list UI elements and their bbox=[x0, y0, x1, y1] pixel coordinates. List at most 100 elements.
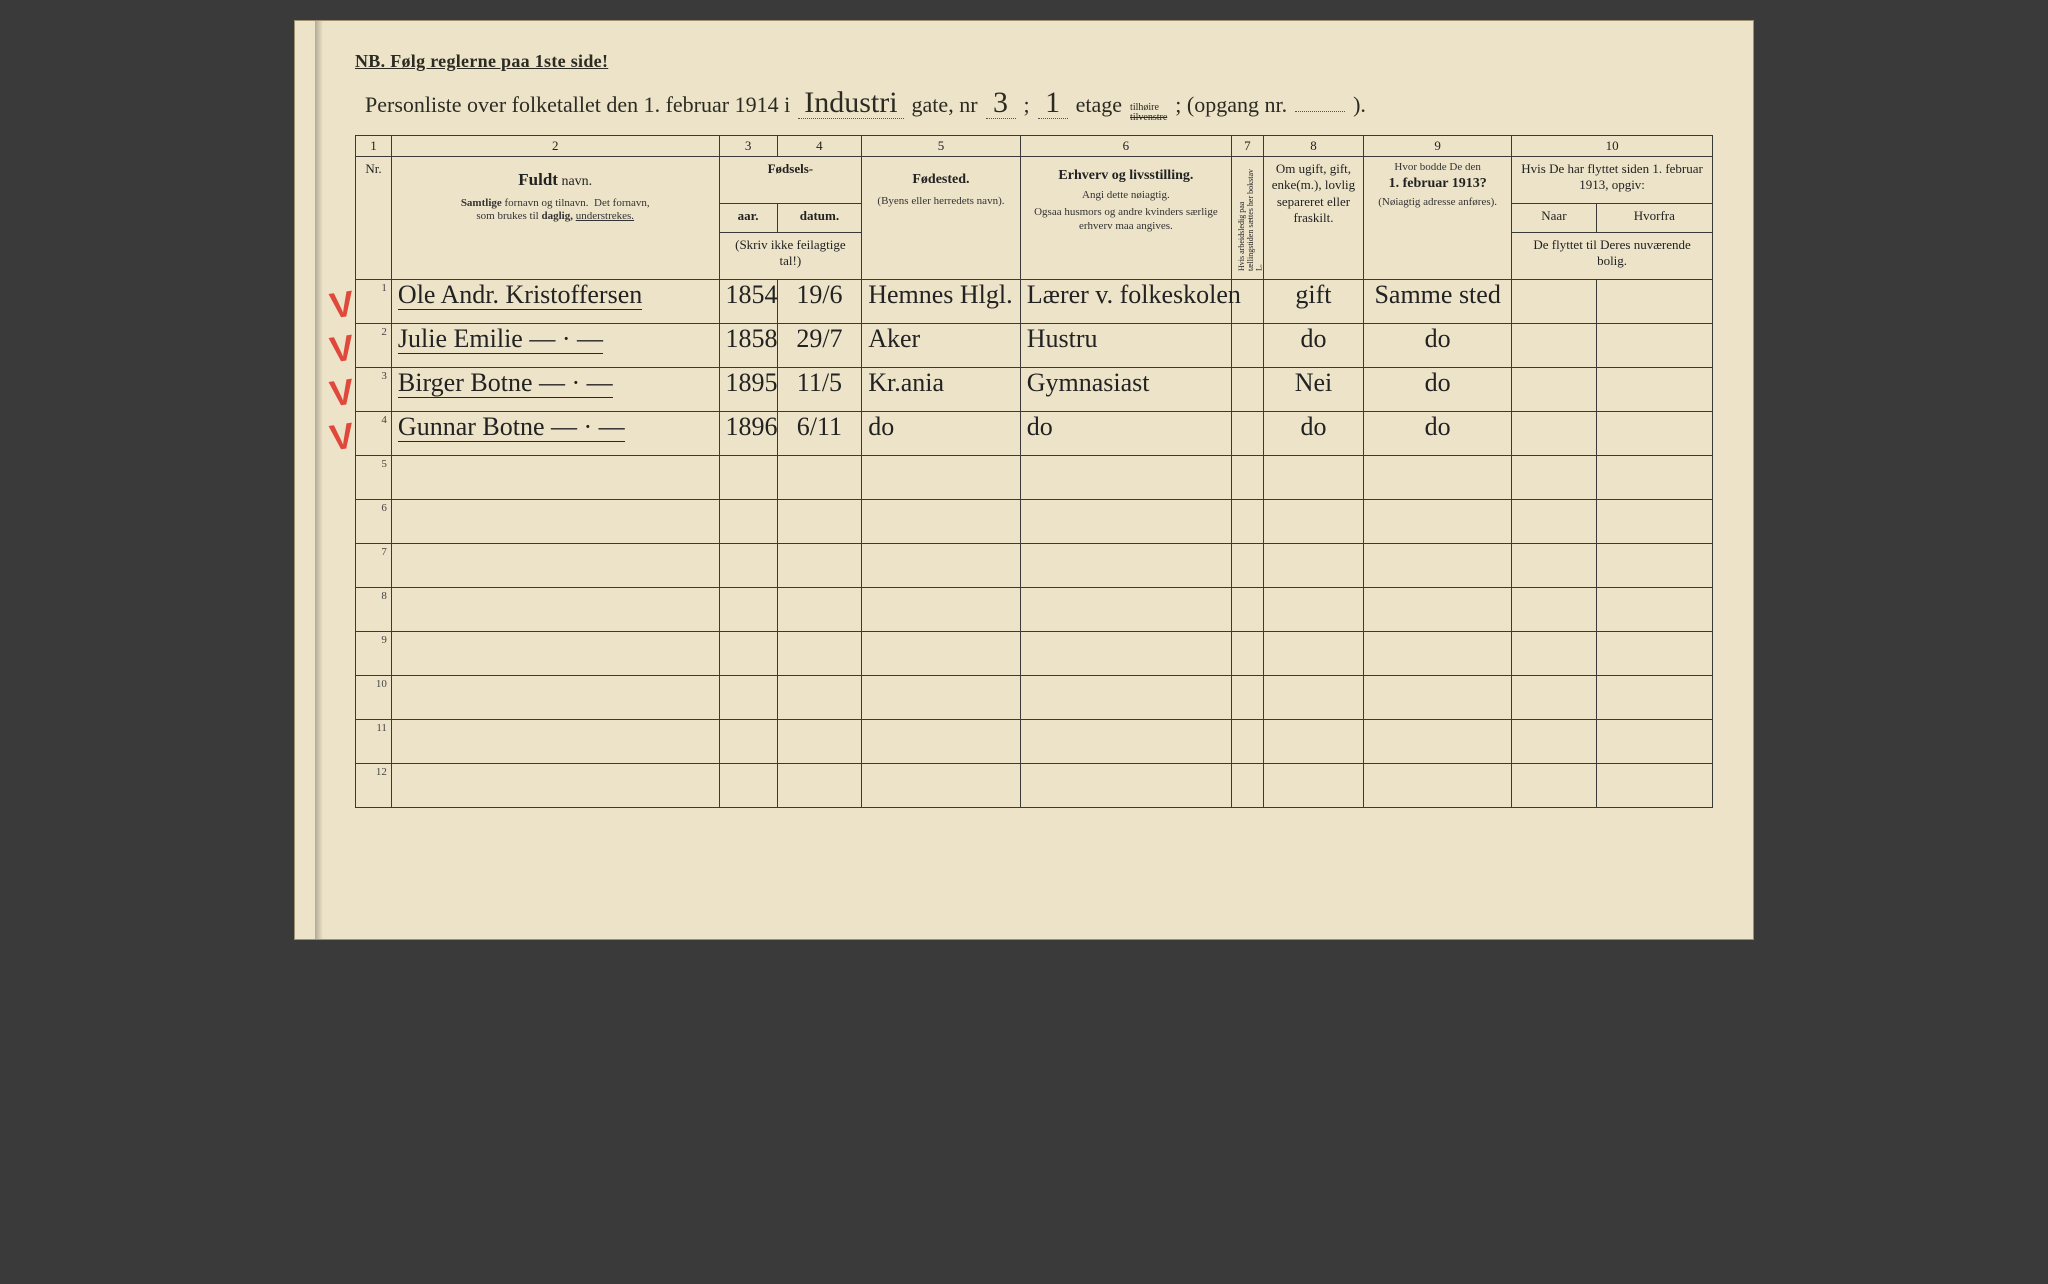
cell-moved-when bbox=[1512, 588, 1597, 632]
hdr-erhverv-sub2: Ogsaa husmors og andre kvinders særlige … bbox=[1027, 206, 1225, 234]
colnum: 4 bbox=[777, 136, 862, 157]
hdr-datum: datum. bbox=[777, 204, 862, 233]
table-row: 6 bbox=[356, 500, 1713, 544]
cell-unemployed bbox=[1232, 764, 1264, 808]
cell-occupation: Hustru bbox=[1020, 324, 1231, 368]
cell-year: 1895 bbox=[719, 368, 777, 412]
cell-date bbox=[777, 456, 862, 500]
cell-date: 11/5 bbox=[777, 368, 862, 412]
cell-name bbox=[391, 720, 719, 764]
cell-year bbox=[719, 500, 777, 544]
table-row: 5 bbox=[356, 456, 1713, 500]
cell-prev-addr: do bbox=[1364, 412, 1512, 456]
hdr-fodsels-sub: (Skriv ikke feilagtige tal!) bbox=[719, 232, 862, 279]
hdr-fodsels: Fødsels- bbox=[719, 157, 862, 204]
hdr-col10b: Hvorfra bbox=[1596, 204, 1712, 233]
cell-occupation bbox=[1020, 544, 1231, 588]
cell-year bbox=[719, 632, 777, 676]
cell-moved-when bbox=[1512, 764, 1597, 808]
cell-unemployed bbox=[1232, 500, 1264, 544]
colnum: 6 bbox=[1020, 136, 1231, 157]
etage-label: etage bbox=[1076, 92, 1122, 118]
hdr-col9a: Hvor bodde De den bbox=[1370, 161, 1505, 175]
table-body: 1VOle Andr. Kristoffersen185419/6Hemnes … bbox=[356, 280, 1713, 808]
colnum: 2 bbox=[391, 136, 719, 157]
colnum: 10 bbox=[1512, 136, 1713, 157]
cell-marital bbox=[1263, 676, 1363, 720]
cell-nr: 4V bbox=[356, 412, 392, 456]
table-row: 7 bbox=[356, 544, 1713, 588]
cell-place bbox=[862, 676, 1021, 720]
cell-occupation bbox=[1020, 588, 1231, 632]
hdr-col7-text: Hvis arbeidsledig paa tællingstiden sætt… bbox=[1238, 161, 1264, 271]
cell-nr: 10 bbox=[356, 676, 392, 720]
side-opt-left: tilvenstre bbox=[1130, 113, 1167, 123]
cell-marital bbox=[1263, 720, 1363, 764]
cell-name bbox=[391, 632, 719, 676]
cell-place bbox=[862, 632, 1021, 676]
cell-name bbox=[391, 588, 719, 632]
cell-year bbox=[719, 764, 777, 808]
cell-unemployed bbox=[1232, 544, 1264, 588]
title-line: Personliste over folketallet den 1. febr… bbox=[355, 88, 1713, 125]
cell-year bbox=[719, 456, 777, 500]
cell-prev-addr bbox=[1364, 544, 1512, 588]
cell-name bbox=[391, 764, 719, 808]
hdr-nr: Nr. bbox=[356, 157, 392, 280]
gate-label: gate, nr bbox=[912, 92, 978, 118]
table-head: 1 2 3 4 5 6 7 8 9 10 Nr. Fuldt navn. Sa bbox=[356, 136, 1713, 280]
cell-prev-addr bbox=[1364, 764, 1512, 808]
hdr-name-sub1: Samtlige fornavn og tilnavn. Det fornavn… bbox=[398, 197, 713, 211]
table-row: 1VOle Andr. Kristoffersen185419/6Hemnes … bbox=[356, 280, 1713, 324]
cell-place bbox=[862, 588, 1021, 632]
table-row: 2VJulie Emilie — · —185829/7AkerHustrudo… bbox=[356, 324, 1713, 368]
cell-date bbox=[777, 720, 862, 764]
cell-name bbox=[391, 500, 719, 544]
hdr-erhverv-main: Erhverv og livsstilling. bbox=[1027, 167, 1225, 185]
cell-nr: 12 bbox=[356, 764, 392, 808]
table-row: 11 bbox=[356, 720, 1713, 764]
column-number-row: 1 2 3 4 5 6 7 8 9 10 bbox=[356, 136, 1713, 157]
cell-nr: 2V bbox=[356, 324, 392, 368]
cell-name bbox=[391, 676, 719, 720]
cell-unemployed bbox=[1232, 368, 1264, 412]
cell-date bbox=[777, 676, 862, 720]
cell-moved-from bbox=[1596, 720, 1712, 764]
nb-instruction: NB. Følg reglerne paa 1ste side! bbox=[355, 51, 1713, 72]
table-row: 9 bbox=[356, 632, 1713, 676]
cell-unemployed bbox=[1232, 676, 1264, 720]
cell-moved-when bbox=[1512, 720, 1597, 764]
side-options: tilhøire tilvenstre bbox=[1130, 103, 1167, 123]
table-row: 12 bbox=[356, 764, 1713, 808]
hdr-col10a: Naar bbox=[1512, 204, 1597, 233]
cell-prev-addr bbox=[1364, 588, 1512, 632]
cell-date: 6/11 bbox=[777, 412, 862, 456]
cell-moved-when bbox=[1512, 280, 1597, 324]
cell-moved-when bbox=[1512, 456, 1597, 500]
cell-date bbox=[777, 632, 862, 676]
cell-unemployed bbox=[1232, 720, 1264, 764]
cell-unemployed bbox=[1232, 588, 1264, 632]
hdr-col9: Hvor bodde De den 1. februar 1913? (Nøia… bbox=[1364, 157, 1512, 280]
colnum: 1 bbox=[356, 136, 392, 157]
cell-name: Ole Andr. Kristoffersen bbox=[391, 280, 719, 324]
hdr-col9-sub: (Nøiagtig adresse anføres). bbox=[1370, 196, 1505, 210]
cell-moved-when bbox=[1512, 544, 1597, 588]
cell-place bbox=[862, 456, 1021, 500]
colnum: 9 bbox=[1364, 136, 1512, 157]
cell-moved-from bbox=[1596, 324, 1712, 368]
cell-occupation bbox=[1020, 676, 1231, 720]
hdr-erhverv: Erhverv og livsstilling. Angi dette nøia… bbox=[1020, 157, 1231, 280]
cell-occupation bbox=[1020, 456, 1231, 500]
table-row: 3VBirger Botne — · —189511/5Kr.aniaGymna… bbox=[356, 368, 1713, 412]
cell-nr: 5 bbox=[356, 456, 392, 500]
cell-year bbox=[719, 588, 777, 632]
cell-unemployed bbox=[1232, 324, 1264, 368]
cell-nr: 1V bbox=[356, 280, 392, 324]
cell-occupation bbox=[1020, 764, 1231, 808]
red-check-mark: V bbox=[327, 327, 357, 372]
hdr-name-sub2: som brukes til daglig, understrekes. bbox=[398, 210, 713, 224]
cell-moved-from bbox=[1596, 588, 1712, 632]
cell-prev-addr bbox=[1364, 632, 1512, 676]
cell-date bbox=[777, 764, 862, 808]
